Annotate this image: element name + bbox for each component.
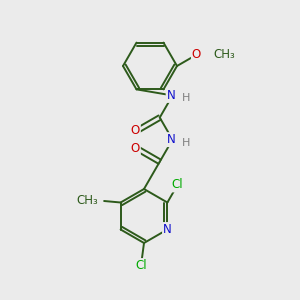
Text: O: O (130, 124, 140, 137)
Text: CH₃: CH₃ (213, 48, 235, 61)
Text: H: H (182, 94, 190, 103)
Text: Cl: Cl (172, 178, 183, 191)
Text: CH₃: CH₃ (76, 194, 98, 208)
Text: Cl: Cl (135, 259, 147, 272)
Text: O: O (192, 48, 201, 61)
Text: N: N (167, 89, 176, 102)
Text: H: H (182, 138, 190, 148)
Text: O: O (130, 142, 140, 155)
Text: N: N (163, 223, 172, 236)
Text: N: N (167, 133, 176, 146)
